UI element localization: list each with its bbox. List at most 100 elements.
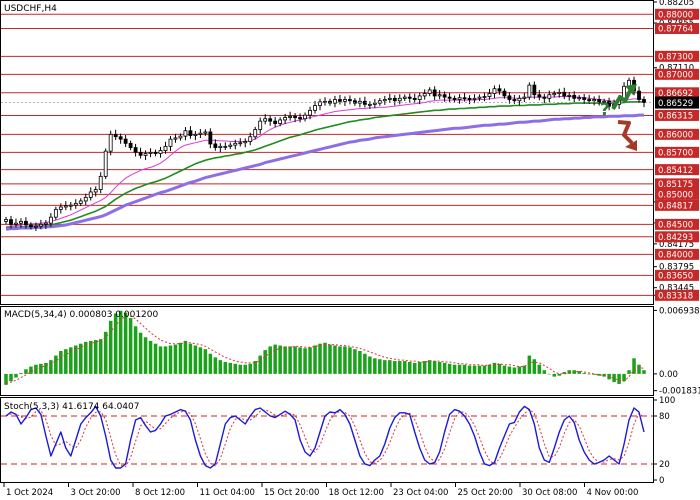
- candle-body: [607, 100, 612, 107]
- candle-body: [108, 133, 113, 152]
- macd-bar: [143, 337, 148, 374]
- price-tick-label: 0.83445: [659, 284, 694, 294]
- candle-body: [422, 93, 427, 97]
- candle-body: [278, 119, 283, 124]
- candle-body: [178, 135, 183, 139]
- up-arrow-icon: [611, 88, 633, 111]
- price-panel-title: USDCHF,H4: [4, 4, 57, 14]
- macd-bar: [363, 353, 367, 374]
- level-label: 0.83318: [658, 292, 693, 302]
- level-label-box: [655, 50, 699, 62]
- level-label: 0.86000: [658, 131, 693, 141]
- time-tick-label: 15 Oct 20:00: [264, 488, 319, 498]
- macd-bar: [437, 361, 442, 374]
- candle-body: [288, 115, 293, 118]
- candle-body: [14, 222, 18, 225]
- candle-body: [303, 114, 307, 120]
- candle-body: [377, 100, 382, 104]
- candle-body: [238, 142, 243, 145]
- candle-body: [213, 143, 218, 148]
- candle-body: [333, 99, 337, 104]
- macd-bar: [19, 372, 23, 374]
- macd-bar: [248, 363, 252, 374]
- candle-body: [387, 97, 392, 100]
- macd-bar: [417, 361, 422, 374]
- macd-bar: [213, 357, 218, 374]
- macd-bar: [14, 373, 18, 378]
- macd-bar: [622, 373, 626, 382]
- macd-bar: [9, 373, 13, 382]
- price-levels: [1, 13, 653, 296]
- macd-bar: [103, 331, 108, 374]
- macd-bar: [642, 370, 646, 374]
- macd-bar: [328, 344, 332, 374]
- macd-bar: [577, 371, 581, 374]
- candle-body: [118, 136, 123, 140]
- level-label: 0.85000: [658, 191, 693, 201]
- candle-body: [527, 84, 532, 98]
- price-panel-frame: [0, 0, 654, 305]
- macd-bar: [208, 353, 213, 374]
- macd-bar: [238, 364, 243, 374]
- macd-bar: [517, 366, 522, 374]
- level-label-box: [655, 199, 699, 211]
- macd-bar: [358, 351, 362, 374]
- macd-bar: [163, 346, 168, 374]
- ma-line: [5, 101, 644, 229]
- macd-bar: [263, 350, 267, 374]
- level-label-box: [655, 289, 699, 301]
- stoch-tick-label: 100: [659, 396, 675, 406]
- level-label: 0.87764: [658, 25, 693, 35]
- macd-bar: [88, 340, 93, 374]
- candle-body: [68, 204, 73, 207]
- candle-body: [547, 94, 552, 99]
- macd-bar: [472, 365, 477, 374]
- macd-bar: [492, 362, 497, 374]
- macd-bar: [627, 370, 631, 374]
- macd-bar: [462, 364, 467, 374]
- macd-bar: [308, 347, 312, 374]
- candle-body: [223, 145, 228, 148]
- macd-bar: [93, 340, 98, 374]
- candle-body: [9, 219, 13, 225]
- macd-bar: [442, 362, 447, 374]
- candle-body: [258, 120, 263, 130]
- macd-bar: [118, 310, 123, 374]
- level-label-box: [655, 87, 699, 99]
- candle-body: [323, 100, 327, 103]
- candle-body: [407, 96, 412, 99]
- candle-body: [522, 96, 527, 99]
- candle-body: [343, 99, 347, 102]
- macd-bar: [587, 373, 591, 375]
- candle-body: [328, 100, 332, 104]
- stoch-panel-frame: [0, 397, 654, 483]
- time-tick-label: 3 Oct 20:00: [71, 488, 121, 498]
- macd-axis: 0.006938 0.00 -0.001831: [653, 306, 700, 397]
- time-axis: 1 Oct 2024 3 Oct 20:00 8 Oct 12:00 11 Oct 0…: [3, 483, 638, 498]
- macd-bar: [388, 360, 392, 374]
- macd-bar: [233, 363, 238, 374]
- macd-bar: [153, 343, 158, 374]
- macd-bar: [338, 346, 342, 374]
- candle-body: [29, 224, 33, 228]
- stoch-k-line: [5, 405, 645, 469]
- candle-body: [233, 142, 238, 146]
- stoch-lines: [1, 405, 653, 469]
- macd-bar: [138, 332, 143, 374]
- candle-body: [123, 138, 128, 144]
- price-tick-label: 0.83795: [659, 263, 694, 273]
- question-mark-icon: ?: [600, 100, 610, 120]
- macd-bar: [522, 365, 527, 374]
- level-label: 0.86692: [658, 89, 693, 99]
- macd-bar: [59, 351, 63, 374]
- candle-body: [143, 153, 148, 156]
- macd-bar: [148, 340, 153, 374]
- candle-body: [472, 97, 477, 100]
- level-label-box: [655, 188, 699, 200]
- macd-bar: [178, 342, 183, 374]
- candle-body: [582, 97, 587, 100]
- stoch-tick-label: 80: [659, 412, 670, 422]
- macd-bar: [133, 326, 138, 374]
- macd-bar: [427, 360, 432, 374]
